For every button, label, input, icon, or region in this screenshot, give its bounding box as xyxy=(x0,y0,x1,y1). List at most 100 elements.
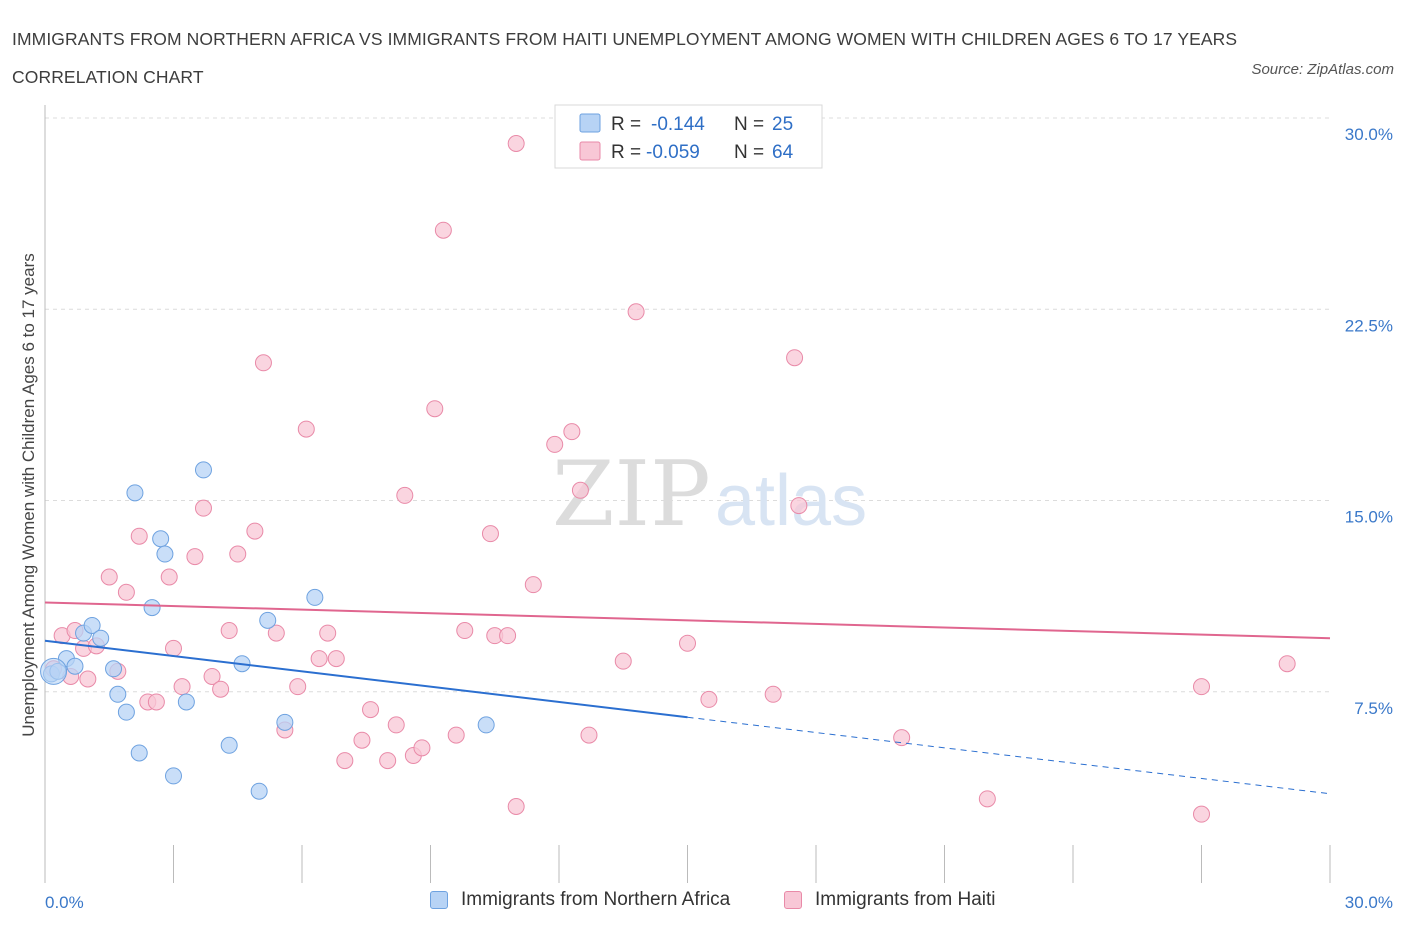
point-haiti-52 xyxy=(580,726,598,744)
point-northern-africa-24 xyxy=(477,716,495,734)
point-haiti-61 xyxy=(978,790,996,808)
point-haiti-24 xyxy=(267,624,285,642)
trend-line-northern-africa-projection xyxy=(687,716,1331,795)
point-northern-africa-23 xyxy=(306,588,324,606)
point-haiti-54 xyxy=(627,303,645,321)
point-haiti-20 xyxy=(220,622,238,640)
point-northern-africa-12 xyxy=(143,599,161,617)
legend-n-label-2: N = xyxy=(734,142,764,163)
point-haiti-62 xyxy=(1193,678,1210,696)
x-tick-label-1: 30.0% xyxy=(1345,893,1393,912)
y-tick-label-0: 7.5% xyxy=(1354,699,1393,718)
watermark-atlas: atlas xyxy=(715,461,867,541)
point-haiti-19 xyxy=(212,680,230,698)
point-haiti-49 xyxy=(546,435,564,453)
point-northern-africa-5 xyxy=(83,616,101,634)
legend-swatch-northern-africa xyxy=(430,891,448,909)
trend-line-haiti xyxy=(44,601,1331,640)
point-haiti-21 xyxy=(229,545,247,563)
legend-n-value-1: 25 xyxy=(772,114,793,135)
point-haiti-7 xyxy=(100,568,118,586)
point-haiti-46 xyxy=(507,135,525,152)
point-northern-africa-13 xyxy=(152,530,170,548)
legend-n-value-2: 64 xyxy=(772,142,794,163)
point-haiti-9 xyxy=(117,583,135,601)
source-label: Source: ZipAtlas.com xyxy=(1251,61,1394,78)
point-haiti-45 xyxy=(499,627,517,645)
legend-r-label-1: R = xyxy=(611,114,641,135)
point-haiti-29 xyxy=(319,624,337,642)
point-haiti-58 xyxy=(786,349,804,367)
point-haiti-60 xyxy=(893,729,911,747)
point-haiti-38 xyxy=(413,739,431,757)
y-tick-label-1: 15.0% xyxy=(1345,508,1393,527)
legend-swatch-pink xyxy=(579,141,601,161)
point-haiti-17 xyxy=(194,499,212,517)
point-haiti-63 xyxy=(1193,805,1210,823)
point-northern-africa-20 xyxy=(250,782,268,800)
point-haiti-40 xyxy=(434,221,452,239)
point-northern-africa-22 xyxy=(276,713,294,731)
top-legend: R = -0.144 N = 25 R = -0.059 N = 64 xyxy=(554,104,823,169)
point-haiti-15 xyxy=(173,678,191,696)
point-haiti-36 xyxy=(396,486,414,504)
point-northern-africa-21 xyxy=(259,611,277,629)
point-haiti-32 xyxy=(353,731,371,749)
point-haiti-50 xyxy=(563,423,581,441)
point-haiti-5 xyxy=(79,670,97,688)
point-haiti-51 xyxy=(571,481,589,499)
point-haiti-56 xyxy=(700,690,718,708)
legend-n-label-1: N = xyxy=(734,114,764,135)
point-haiti-28 xyxy=(310,650,328,668)
legend-swatch-blue xyxy=(579,113,601,133)
point-northern-africa-3 xyxy=(66,657,84,675)
legend-r-value-1: -0.144 xyxy=(651,114,705,135)
tick-labels: 7.5% 15.0% 22.5% 30.0% 0.0% 30.0% xyxy=(45,125,1393,912)
point-haiti-10 xyxy=(130,527,148,545)
point-haiti-43 xyxy=(481,525,499,543)
point-haiti-23 xyxy=(254,354,272,372)
grid-lines xyxy=(45,117,1330,693)
point-northern-africa-16 xyxy=(177,693,195,711)
point-haiti-48 xyxy=(524,576,542,594)
point-northern-africa-10 xyxy=(126,484,144,502)
point-haiti-14 xyxy=(165,639,182,657)
y-tick-label-3: 30.0% xyxy=(1345,125,1393,144)
point-haiti-55 xyxy=(679,634,696,652)
bottom-legend: Immigrants from Northern Africa Immigran… xyxy=(0,889,1406,915)
legend-r-value-2: -0.059 xyxy=(646,142,700,163)
point-haiti-26 xyxy=(289,678,307,696)
point-haiti-47 xyxy=(507,798,525,815)
point-northern-africa-8 xyxy=(109,685,127,703)
trend-lines xyxy=(44,601,1331,795)
data-points xyxy=(40,135,1296,823)
point-haiti-41 xyxy=(447,726,465,744)
point-haiti-57 xyxy=(764,685,782,703)
point-northern-africa-9 xyxy=(117,703,135,721)
point-haiti-53 xyxy=(614,652,632,670)
point-haiti-30 xyxy=(327,650,345,668)
legend-label-haiti: Immigrants from Haiti xyxy=(815,889,996,910)
point-haiti-35 xyxy=(387,716,405,734)
point-northern-africa-11 xyxy=(130,744,148,762)
y-axis-title: Unemployment Among Women with Children A… xyxy=(19,253,38,737)
point-haiti-27 xyxy=(297,420,315,438)
legend-item-haiti: Immigrants from Haiti xyxy=(784,889,996,911)
chart-title: IMMIGRANTS FROM NORTHERN AFRICA VS IMMIG… xyxy=(12,29,1238,87)
point-haiti-33 xyxy=(362,701,380,719)
point-haiti-18 xyxy=(203,667,221,685)
point-haiti-31 xyxy=(336,752,354,770)
legend-item-northern-africa: Immigrants from Northern Africa xyxy=(430,889,730,911)
legend-swatch-haiti xyxy=(784,891,802,909)
point-haiti-64 xyxy=(1278,655,1296,673)
point-haiti-22 xyxy=(246,522,264,540)
point-haiti-12 xyxy=(147,693,165,711)
point-northern-africa-15 xyxy=(165,767,182,785)
point-northern-africa-14 xyxy=(156,545,174,563)
trend-line-northern-africa xyxy=(44,639,688,719)
point-haiti-34 xyxy=(379,752,397,770)
y-tick-label-2: 22.5% xyxy=(1345,316,1393,335)
point-haiti-39 xyxy=(426,400,444,418)
x-tick-label-0: 0.0% xyxy=(45,893,84,912)
